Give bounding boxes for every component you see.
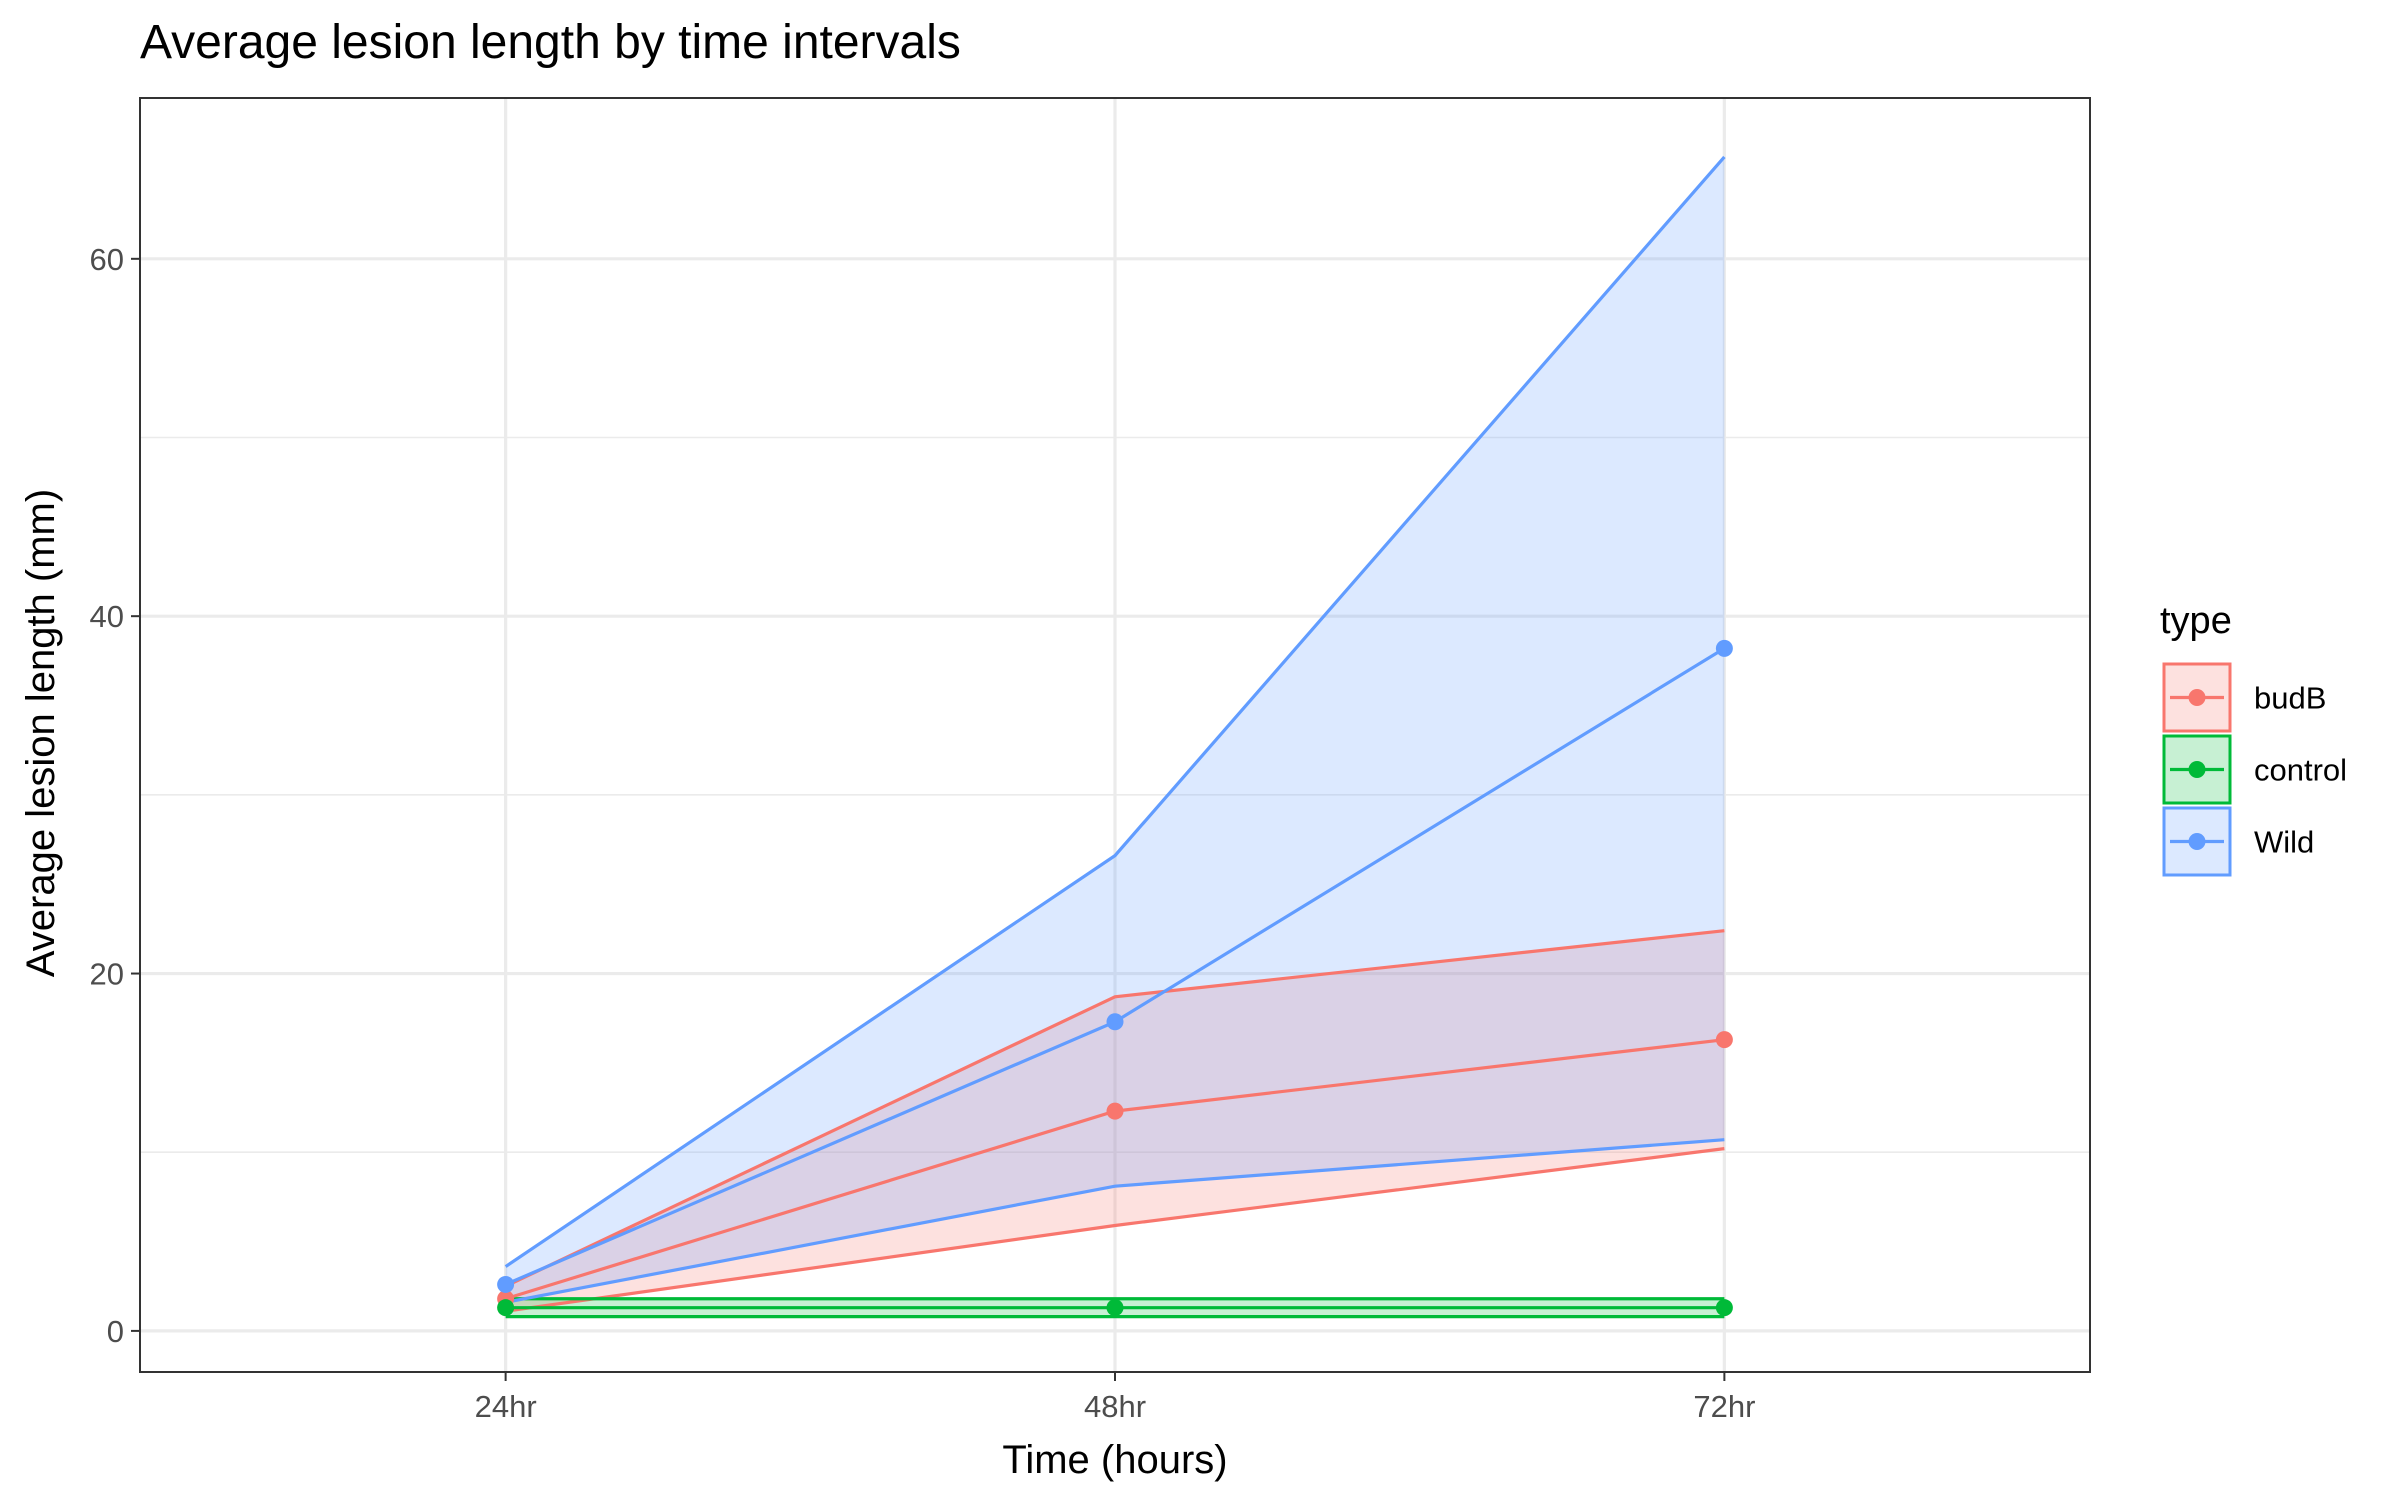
legend-label-control: control (2254, 753, 2347, 788)
legend-label-budB: budB (2254, 681, 2326, 716)
ribbon-lower-line-budB (505, 1147, 1725, 1313)
legend: type budB control Wild (2160, 600, 2347, 877)
ribbon-upper-line-Wild (504, 155, 1726, 1268)
ribbon-lower-line-Wild (505, 1138, 1725, 1304)
point-control (1106, 1299, 1124, 1317)
ribbon-Wild (505, 156, 1725, 1303)
point-Wild (1715, 639, 1733, 657)
legend-key-point-budB (2188, 689, 2206, 706)
legend-title: type (2160, 600, 2232, 642)
y-tick-label: 40 (90, 599, 124, 634)
x-axis-title: Time (hours) (1002, 1438, 1227, 1482)
point-control (1715, 1299, 1733, 1317)
point-budB (1106, 1102, 1124, 1120)
plot-area: 0 20 40 60 24hr 48hr 72hr (90, 97, 2091, 1424)
x-tick-label: 24hr (475, 1389, 537, 1424)
ribbon-upper-line-budB (504, 929, 1725, 1288)
legend-label-Wild: Wild (2254, 825, 2314, 860)
point-budB (1715, 1031, 1733, 1049)
chart-title: Average lesion length by time intervals (140, 16, 961, 69)
y-tick-label: 20 (90, 957, 124, 992)
legend-key-point-control (2188, 761, 2206, 778)
ribbon-budB (505, 930, 1725, 1312)
y-tick-label: 60 (90, 242, 124, 277)
point-control (497, 1299, 515, 1317)
y-tick-label: 0 (107, 1314, 124, 1349)
point-Wild (1106, 1013, 1124, 1031)
point-Wild (497, 1275, 515, 1293)
legend-key-point-Wild (2188, 833, 2206, 850)
x-tick-label: 48hr (1084, 1389, 1146, 1424)
x-tick-label: 72hr (1693, 1389, 1755, 1424)
y-axis-title: Average lesion length (mm) (19, 489, 63, 977)
